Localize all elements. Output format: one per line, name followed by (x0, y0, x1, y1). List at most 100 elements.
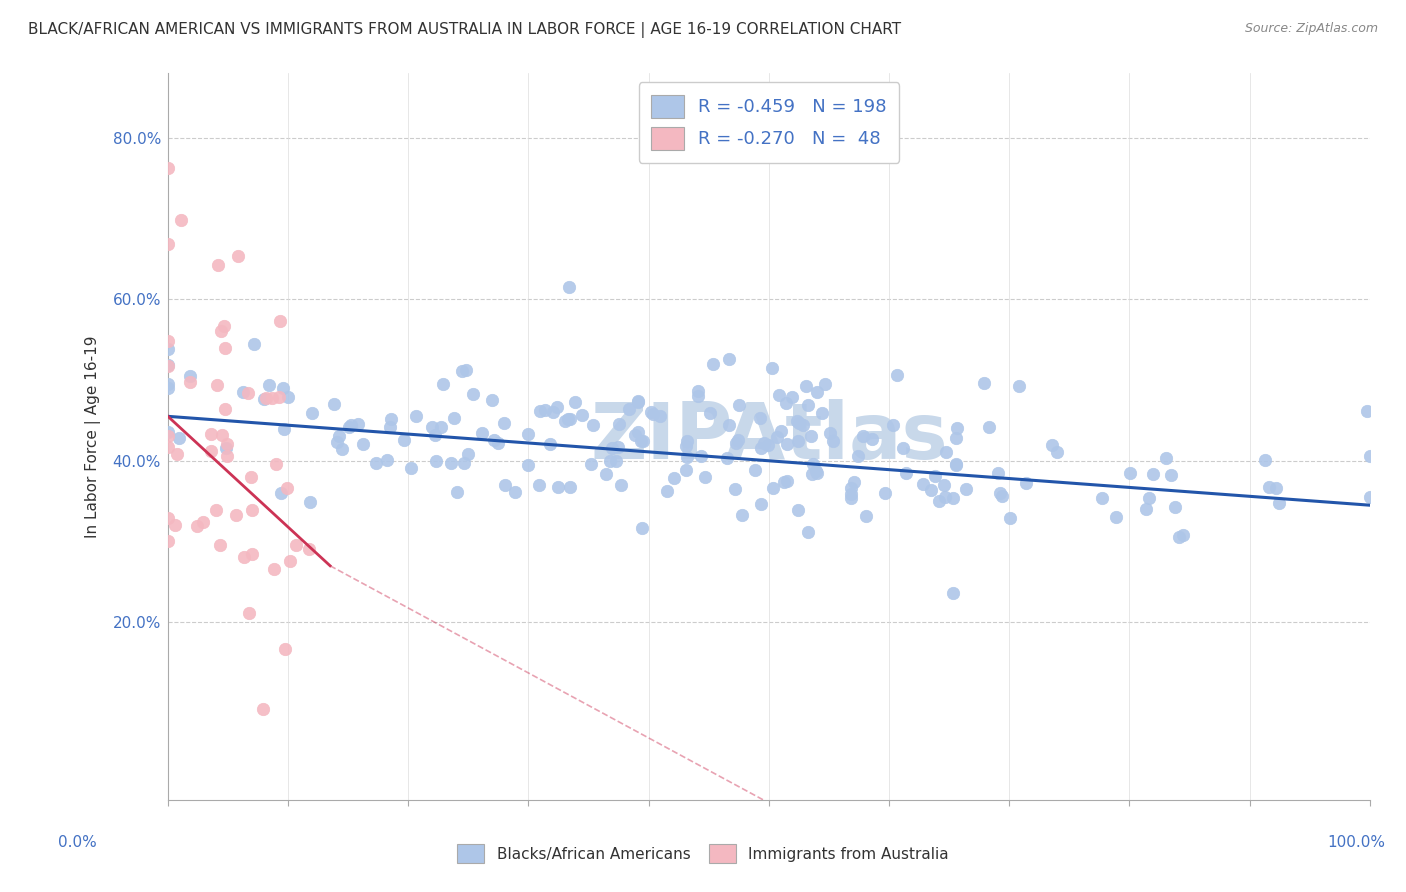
Point (166, 447, 188, 461)
Point (280, 553, 302, 567)
Point (699, 406, 721, 420)
Point (239, 469, 262, 483)
Point (935, 445, 957, 459)
Point (273, 422, 295, 436)
Point (270, 486, 292, 500)
Point (564, 395, 586, 409)
Point (471, 425, 494, 440)
Point (955, 482, 977, 496)
Point (818, 425, 841, 440)
Point (804, 464, 827, 478)
Point (776, 475, 799, 489)
Point (988, 486, 1011, 500)
Point (770, 424, 793, 438)
Point (600, 441, 623, 455)
Point (686, 384, 709, 398)
Point (156, 237, 179, 252)
Point (1046, 444, 1069, 458)
Point (558, 412, 581, 426)
Point (780, 390, 803, 404)
Point (744, 463, 766, 477)
Point (156, 334, 179, 348)
Point (1015, 476, 1038, 491)
Point (1358, 490, 1381, 504)
Point (451, 364, 474, 378)
Point (875, 486, 897, 500)
Point (787, 503, 810, 517)
Point (200, 427, 222, 442)
Point (156, 376, 179, 391)
Text: 0.0%: 0.0% (58, 836, 97, 850)
Point (631, 434, 654, 449)
Point (225, 508, 247, 522)
Point (675, 463, 697, 477)
Point (167, 432, 190, 446)
Point (156, 343, 179, 357)
Point (727, 433, 749, 447)
Point (794, 378, 817, 392)
Point (212, 318, 235, 333)
Point (762, 482, 785, 496)
Point (517, 458, 540, 472)
Point (269, 314, 291, 328)
Point (579, 457, 602, 471)
Point (339, 418, 361, 433)
Point (242, 336, 264, 351)
Y-axis label: In Labor Force | Age 16-19: In Labor Force | Age 16-19 (86, 335, 101, 538)
Point (214, 401, 236, 416)
Point (640, 405, 662, 419)
Point (252, 702, 274, 716)
Point (191, 515, 214, 529)
Point (946, 420, 969, 434)
Point (920, 483, 942, 497)
Point (208, 537, 231, 551)
Point (806, 384, 828, 399)
Legend: Blacks/African Americans, Immigrants from Australia: Blacks/African Americans, Immigrants fro… (450, 836, 956, 871)
Point (399, 461, 422, 475)
Point (200, 443, 222, 458)
Point (284, 538, 307, 552)
Point (761, 361, 783, 376)
Point (463, 387, 485, 401)
Point (156, 161, 179, 175)
Point (1358, 449, 1381, 463)
Point (693, 470, 716, 484)
Point (912, 477, 935, 491)
Point (440, 456, 463, 470)
Point (207, 258, 229, 272)
Point (260, 391, 283, 405)
Point (238, 606, 260, 620)
Point (1355, 403, 1378, 417)
Point (882, 417, 904, 432)
Point (443, 410, 465, 425)
Point (630, 521, 652, 535)
Point (1007, 379, 1029, 393)
Point (786, 434, 808, 448)
Point (328, 429, 350, 443)
Point (756, 438, 779, 452)
Point (273, 381, 295, 395)
Point (232, 385, 254, 400)
Point (1090, 491, 1112, 505)
Point (800, 429, 823, 443)
Point (855, 509, 877, 524)
Point (624, 427, 647, 442)
Point (924, 469, 946, 483)
Point (810, 406, 832, 420)
Point (422, 420, 444, 434)
Point (1160, 467, 1182, 482)
Point (298, 494, 321, 508)
Point (263, 561, 285, 575)
Point (689, 449, 711, 463)
Point (240, 503, 263, 517)
Point (657, 483, 679, 498)
Point (236, 385, 259, 400)
Point (179, 368, 201, 383)
Text: 100.0%: 100.0% (1327, 836, 1386, 850)
Point (226, 249, 249, 263)
Point (453, 456, 475, 470)
Point (486, 435, 509, 450)
Point (432, 377, 454, 392)
Point (846, 450, 869, 464)
Point (214, 341, 236, 355)
